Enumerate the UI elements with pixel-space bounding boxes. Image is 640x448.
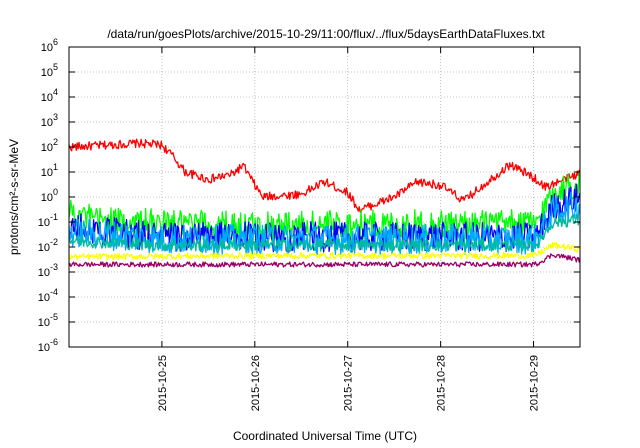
x-tick-label: 2015-10-27 xyxy=(343,355,355,411)
x-tick-label: 2015-10-28 xyxy=(436,355,448,411)
y-tick-exponent: 3 xyxy=(53,112,58,122)
chart-title: /data/run/goesPlots/archive/2015-10-29/1… xyxy=(107,27,545,41)
series-line xyxy=(68,213,581,252)
y-tick-exponent: -4 xyxy=(50,287,58,297)
y-tick-exponent: 4 xyxy=(53,87,58,97)
series-line xyxy=(68,171,581,242)
y-tick-exponent: 0 xyxy=(53,187,58,197)
y-tick-exponent: 6 xyxy=(53,37,58,47)
y-tick-exponent: 1 xyxy=(53,162,58,172)
y-tick-exponent: 2 xyxy=(53,137,58,147)
y-axis-label: protons/cm²-s-sr-MeV xyxy=(7,139,21,255)
y-tick-exponent: -5 xyxy=(50,312,58,322)
y-tick-exponent: -2 xyxy=(50,237,58,247)
series-line xyxy=(68,241,581,261)
x-axis-label: Coordinated Universal Time (UTC) xyxy=(233,429,417,443)
y-tick-exponent: -1 xyxy=(50,212,58,222)
series-line xyxy=(68,183,581,253)
x-tick-label: 2015-10-26 xyxy=(250,355,262,411)
y-tick-exponent: 5 xyxy=(53,62,58,72)
y-tick-exponent: -6 xyxy=(50,337,58,347)
y-tick-exponent: -3 xyxy=(50,262,58,272)
x-tick-label: 2015-10-29 xyxy=(529,355,541,411)
series-line xyxy=(68,138,581,214)
x-tick-label: 2015-10-25 xyxy=(157,355,169,411)
series-line xyxy=(68,253,581,268)
series-lines xyxy=(68,138,581,268)
x-axis-ticks: 2015-10-25 2015-10-26 2015-10-27 2015-10-28… xyxy=(157,47,541,411)
